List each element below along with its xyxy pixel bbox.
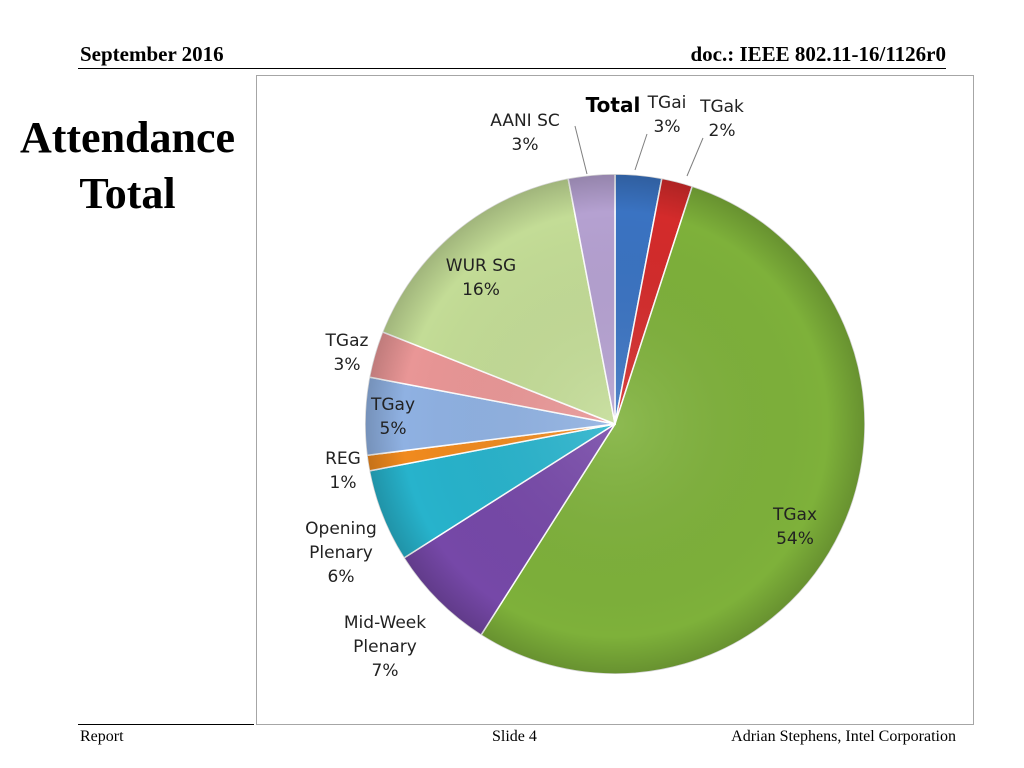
footer-divider (78, 724, 254, 725)
slice-label-tgaz: TGaz 3% (325, 331, 369, 375)
slice-label-mid-week-plenary: Mid-Week Plenary 7% (344, 613, 426, 681)
footer-author: Adrian Stephens, Intel Corporation (731, 728, 956, 745)
pie-chart: Total TGai 3% TGak 2% TGax 54% Mid-Week Plenary… (305, 93, 866, 681)
slice-label-opening-plenary: Opening Plenary 6% (305, 519, 377, 587)
slice-label-tgak: TGak 2% (699, 97, 744, 141)
footer-slide-number: Slide 4 (492, 728, 537, 745)
chart-title: Total (586, 93, 641, 117)
header-date: September 2016 (80, 42, 224, 66)
slice-label-reg: REG 1% (325, 449, 361, 493)
slide-title-line-1: Attendance (19, 113, 236, 162)
leader-line-tgai (634, 133, 648, 171)
slice-label-aani-sc: AANI SC 3% (490, 111, 560, 155)
slide-title-line-2: Total (79, 169, 176, 218)
slice-label-tgay: TGay 5% (370, 395, 415, 439)
pie-chart-frame: Total TGai 3% TGak 2% TGax 54% Mid-Week Plenary… (256, 75, 974, 725)
header-divider (78, 68, 946, 69)
leader-line-aani-sc (574, 125, 588, 175)
slice-label-tgai: TGai 3% (647, 93, 687, 137)
slide-title: Attendance Total (10, 110, 245, 222)
slice-label-tgax: TGax 54% (772, 505, 817, 549)
leader-line-tgak (686, 137, 704, 177)
footer-report: Report (80, 728, 124, 745)
header-doc-id: doc.: IEEE 802.11-16/1126r0 (690, 42, 946, 66)
slice-label-wur-sg: WUR SG 16% (446, 256, 516, 300)
